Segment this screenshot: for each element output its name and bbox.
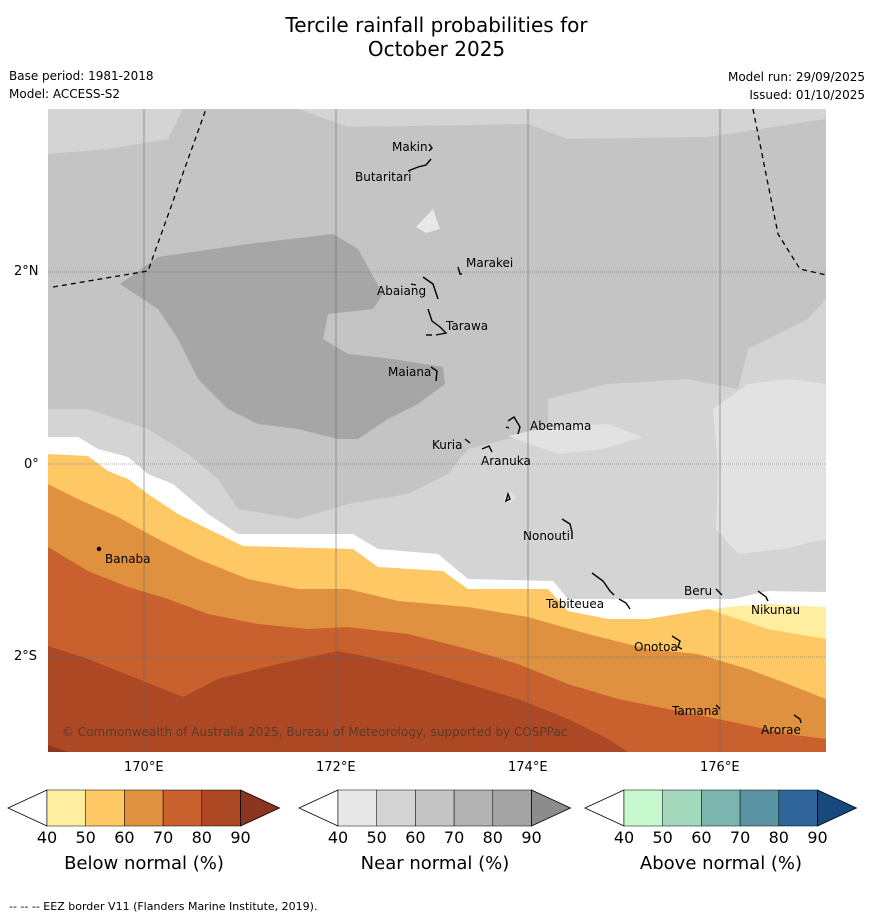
colorbar-segment [376, 789, 416, 827]
colorbar-tick-label: 90 [807, 828, 828, 847]
colorbar-segment [415, 789, 455, 827]
colorbar-segment [701, 789, 741, 827]
lon-label-176: 176°E [700, 760, 740, 775]
colorbar-above-normal [584, 789, 858, 827]
colorbar-tick-label: 60 [114, 828, 135, 847]
colorbar-under-triangle [7, 789, 48, 827]
label-arorae: Arorae [761, 723, 801, 737]
colorbar-tick-label: 90 [521, 828, 542, 847]
colorbar-tick-label: 70 [443, 828, 465, 847]
label-butaritari: Butaritari [355, 170, 412, 184]
lat-label-2s: 2°S [14, 649, 38, 664]
colorbar-tick-label: 50 [366, 828, 387, 847]
below-normal-90-band [48, 745, 68, 752]
colorbar-segment [162, 789, 203, 827]
island-outlines [96, 143, 802, 724]
colorbar-tick-label: 50 [652, 828, 673, 847]
label-abaiang: Abaiang [377, 284, 426, 298]
label-makin: Makin [392, 140, 428, 154]
colorbar-segment [46, 789, 86, 827]
colorbar-segment [662, 789, 702, 827]
colorbar-segment [623, 789, 663, 827]
label-nonouti: Nonouti [523, 529, 570, 543]
island-labels: Makin Butaritari Marakei Abaiang Tarawa … [105, 140, 801, 737]
model-name: Model: ACCESS-S2 [9, 87, 121, 101]
colorbar-tick-label: 60 [691, 828, 712, 847]
map-title-line1: Tercile rainfall probabilities for [285, 13, 588, 37]
eez-border [52, 109, 826, 288]
colorbar-segment [337, 789, 377, 827]
label-aranuka: Aranuka [481, 454, 531, 468]
copyright-notice: © Commonwealth of Australia 2025, Bureau… [62, 725, 567, 739]
map-title-line2: October 2025 [367, 37, 506, 61]
label-tabiteuea: Tabiteuea [545, 597, 604, 611]
label-abemama: Abemama [530, 419, 591, 433]
colorbar-segment [492, 789, 532, 827]
colorbar-segment [85, 789, 125, 827]
lat-label-0: 0° [24, 457, 39, 472]
colorbar-under-triangle [584, 789, 625, 827]
label-nikunau: Nikunau [751, 603, 800, 617]
colorbar-segment [739, 789, 780, 827]
lat-label-2n: 2°N [14, 264, 39, 279]
label-maiana: Maiana [388, 365, 431, 379]
lon-label-170: 170°E [124, 760, 164, 775]
lon-label-172: 172°E [316, 760, 356, 775]
colorbar-tick-label: 40 [327, 828, 349, 847]
colorbar-segment [778, 789, 818, 827]
colorbar-tick-label: 80 [482, 828, 503, 847]
lon-label-174: 174°E [508, 760, 548, 775]
label-tamana: Tamana [671, 704, 719, 718]
below-normal-title: Below normal (%) [64, 853, 224, 874]
issued-date: Issued: 01/10/2025 [749, 88, 865, 102]
colorbar-over-triangle [817, 789, 858, 827]
near-normal-title: Near normal (%) [360, 853, 510, 874]
label-banaba: Banaba [105, 552, 151, 566]
colorbar-tick-label: 50 [75, 828, 96, 847]
colorbar-tick-label: 90 [230, 828, 251, 847]
gridlines [48, 109, 826, 752]
label-beru: Beru [684, 584, 712, 598]
colorbar-below-normal [7, 789, 281, 827]
near-normal-60-region [48, 109, 826, 519]
colorbars [7, 789, 858, 827]
colorbar-under-triangle [298, 789, 339, 827]
colorbar-near-normal [298, 789, 572, 827]
near-normal-light-patch-1 [508, 424, 643, 454]
eez-footnote: -- -- -- EEZ border V11 (Flanders Marine… [9, 900, 318, 913]
label-onotoa: Onotoa [634, 640, 678, 654]
colorbar-over-triangle [531, 789, 572, 827]
colorbar-segment [453, 789, 494, 827]
colorbar-tick-label: 60 [405, 828, 426, 847]
above-normal-title: Above normal (%) [639, 853, 803, 874]
colorbar-tick-label: 40 [613, 828, 635, 847]
near-normal-light-patch-2 [713, 379, 826, 554]
label-marakei: Marakei [466, 256, 513, 270]
colorbar-segment [124, 789, 164, 827]
colorbar-tick-label: 40 [36, 828, 58, 847]
label-tarawa: Tarawa [445, 319, 488, 333]
colorbar-tick-label: 80 [768, 828, 789, 847]
probability-map[interactable]: Makin Butaritari Marakei Abaiang Tarawa … [48, 109, 826, 752]
near-normal-40-patch [416, 209, 440, 233]
base-period: Base period: 1981-2018 [9, 69, 154, 83]
label-kuria: Kuria [432, 438, 463, 452]
colorbar-over-triangle [240, 789, 281, 827]
colorbar-tick-label: 80 [191, 828, 212, 847]
colorbar-tick-label: 70 [152, 828, 174, 847]
colorbar-tick-label: 70 [729, 828, 751, 847]
model-run: Model run: 29/09/2025 [727, 70, 865, 84]
below-normal-80-90-band [48, 646, 628, 752]
colorbar-segment [201, 789, 241, 827]
near-normal-70-region [120, 234, 445, 439]
